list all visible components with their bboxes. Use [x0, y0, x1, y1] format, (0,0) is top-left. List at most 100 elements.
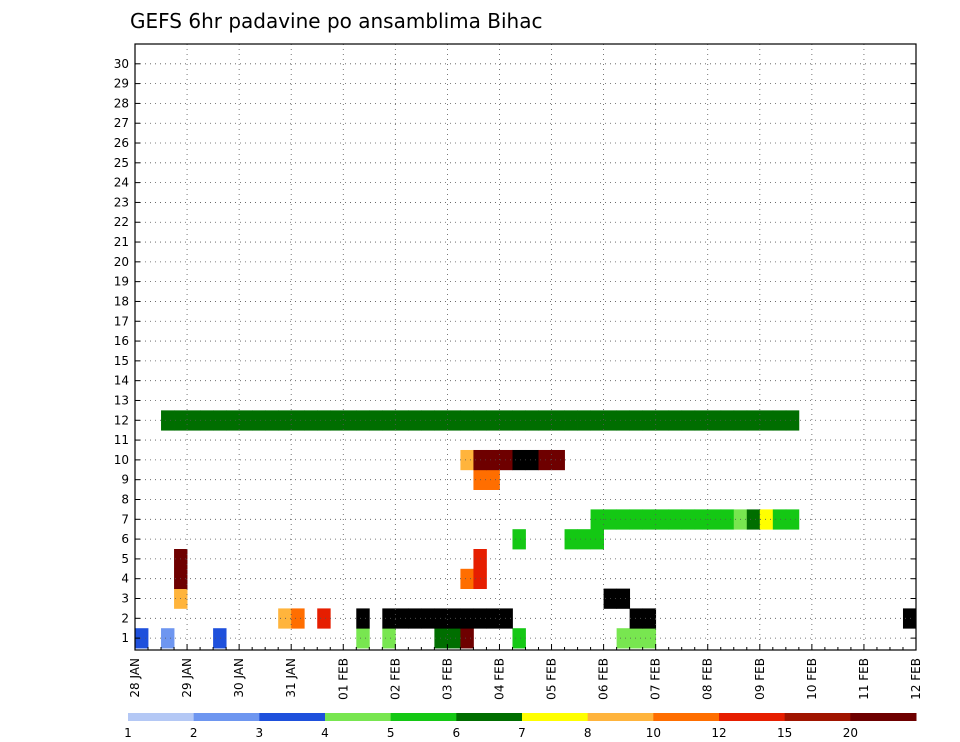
colorbar-swatch	[128, 713, 195, 721]
heatmap-cell	[707, 410, 722, 431]
x-tick-label: 09 FEB	[753, 658, 767, 700]
y-tick-label: 21	[114, 235, 129, 249]
y-tick-label: 9	[121, 473, 129, 487]
gridlines	[135, 44, 916, 650]
colorbar-swatch	[259, 713, 326, 721]
heatmap-cell	[187, 410, 201, 431]
heatmap-cell	[629, 628, 644, 649]
colorbar: 1 2 3 4 5 6 7 8 10 12 15 20	[124, 713, 917, 740]
heatmap-cell	[551, 410, 565, 431]
y-tick-label: 28	[114, 96, 129, 110]
heatmap-cell	[135, 628, 149, 649]
heatmap-cell	[694, 509, 709, 530]
y-tick-label: 7	[121, 512, 129, 526]
heatmap-cell	[564, 529, 578, 550]
heatmap-cell	[200, 410, 214, 431]
y-tick-label: 13	[114, 393, 129, 407]
heatmap-cell	[512, 628, 526, 649]
y-tick-label: 8	[121, 492, 129, 506]
heatmap-cell	[525, 449, 539, 471]
colorbar-swatch	[390, 713, 457, 721]
x-tick-label: 02 FEB	[388, 658, 402, 700]
x-tick-label: 30 JAN	[232, 658, 246, 698]
heatmap-cell	[213, 628, 227, 649]
heatmap-cell	[616, 410, 631, 431]
heatmap-cell	[486, 608, 500, 629]
heatmap-cell	[343, 410, 357, 431]
heatmap-cell	[746, 509, 761, 530]
heatmap-cell	[616, 628, 631, 649]
x-tick-label: 01 FEB	[336, 658, 350, 700]
colorbar-swatch	[193, 713, 260, 721]
heatmap-cell	[395, 410, 409, 431]
heatmap-cell	[434, 410, 448, 431]
y-tick-label: 5	[121, 552, 129, 566]
colorbar-swatch	[325, 713, 392, 721]
y-tick-label: 1	[121, 631, 129, 645]
heatmap-cell	[486, 410, 500, 431]
heatmap-cell	[161, 410, 175, 431]
colorbar-label: 2	[190, 726, 198, 740]
colorbar-swatch	[587, 713, 654, 721]
x-tick-label: 03 FEB	[440, 658, 454, 700]
heatmap-cell	[642, 608, 657, 629]
heatmap-cell	[642, 628, 657, 649]
colorbar-label: 3	[256, 726, 264, 740]
x-tick-label: 31 JAN	[284, 658, 298, 698]
heatmap-cell	[616, 588, 631, 609]
heatmap-cell	[460, 568, 474, 590]
heatmap-cell	[278, 410, 292, 431]
heatmap-cell	[590, 509, 604, 530]
heatmap-cell	[512, 449, 526, 471]
heatmap-cell	[369, 410, 383, 431]
colorbar-swatch	[653, 713, 720, 721]
y-tick-label: 6	[121, 532, 129, 546]
heatmap-cell	[499, 410, 513, 431]
heatmap-cell	[317, 410, 331, 431]
heatmap-cell	[499, 608, 513, 629]
heatmap-cell	[278, 608, 292, 629]
y-tick-label: 27	[114, 116, 129, 130]
heatmap-cell	[447, 608, 461, 629]
heatmap-cell	[655, 410, 670, 431]
colorbar-label: 7	[518, 726, 526, 740]
y-tick-label: 26	[114, 136, 129, 150]
heatmap-cell	[460, 608, 474, 629]
heatmap-cell	[161, 628, 175, 649]
heatmap-cell	[616, 509, 631, 530]
heatmap-cell	[421, 410, 435, 431]
heatmap-cell	[447, 628, 461, 649]
x-tick-label: 05 FEB	[545, 658, 559, 700]
heatmap-cell	[356, 628, 370, 649]
x-tick-label: 28 JAN	[128, 658, 142, 698]
y-tick-label: 3	[121, 592, 129, 606]
colorbar-label: 1	[124, 726, 132, 740]
heatmap-cell	[356, 410, 370, 431]
heatmap-cell	[434, 628, 448, 649]
y-tick-label: 29	[114, 77, 129, 91]
heatmap-cell	[655, 509, 670, 530]
y-tick-label: 18	[114, 294, 129, 308]
y-tick-label: 17	[114, 314, 129, 328]
heatmap-cell	[434, 608, 448, 629]
y-tick-label: 15	[114, 354, 129, 368]
heatmap-cell	[382, 410, 396, 431]
heatmap-cell	[447, 410, 461, 431]
heatmap-cell	[460, 410, 474, 431]
heatmap-cell	[499, 449, 513, 471]
y-tick-label: 25	[114, 156, 129, 170]
heatmap-cell	[564, 410, 578, 431]
y-tick-label: 30	[114, 57, 129, 71]
y-tick-label: 10	[114, 453, 129, 467]
y-tick-label: 19	[114, 275, 129, 289]
y-axis-ticks: 1234567891011121314151617181920212223242…	[114, 57, 916, 645]
heatmap-cell	[291, 608, 305, 629]
colorbar-label: 15	[777, 726, 792, 740]
heatmap-cell	[577, 410, 591, 431]
heatmap-cell	[486, 469, 500, 490]
x-tick-label: 29 JAN	[180, 658, 194, 698]
heatmap-cell	[512, 410, 526, 431]
heatmap-cell	[356, 608, 370, 629]
heatmap-cell	[720, 410, 735, 431]
